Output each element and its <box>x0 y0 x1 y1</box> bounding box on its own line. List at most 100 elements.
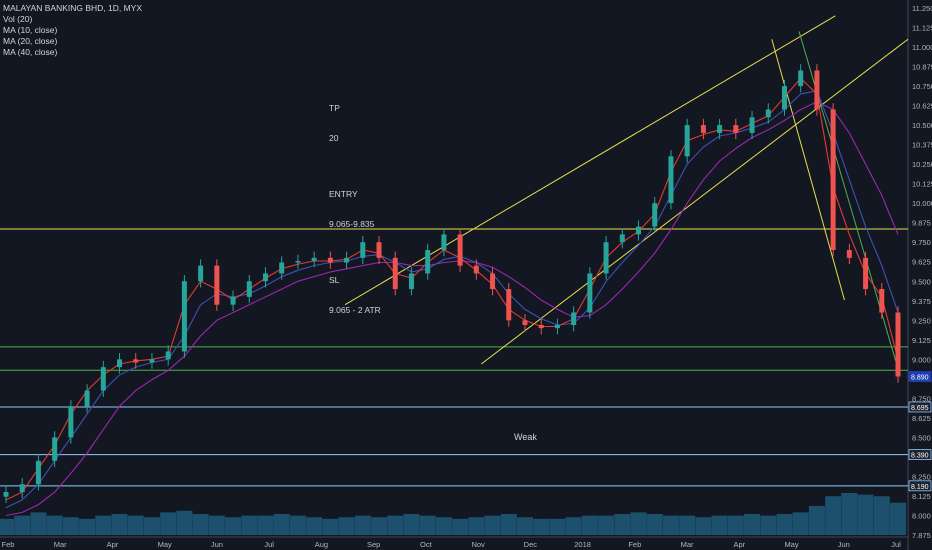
x-tick-label: Jul <box>891 540 901 549</box>
x-tick-label: May <box>158 540 172 549</box>
candle-body <box>814 70 820 110</box>
volume-bar <box>452 518 469 535</box>
candle-body <box>262 273 268 282</box>
price-marker-label: 8.390 <box>911 453 929 460</box>
candle-body <box>327 257 333 263</box>
candle-body <box>376 242 382 258</box>
sl-label: SL <box>329 275 340 285</box>
candle-body <box>3 492 9 497</box>
candle-body <box>473 265 479 274</box>
candle-body <box>895 312 901 377</box>
candle-body <box>668 156 674 204</box>
volume-bar <box>14 515 31 535</box>
candle-body <box>733 125 739 133</box>
trendline <box>771 39 845 301</box>
volume-bar <box>62 517 79 535</box>
volume-bar <box>225 517 242 535</box>
candle-body <box>295 260 301 263</box>
y-tick-label: 11.250 <box>912 4 932 13</box>
y-tick-label: 10.375 <box>912 141 932 150</box>
candle-body <box>522 320 528 325</box>
volume-bar <box>79 518 96 535</box>
candle-body <box>84 390 90 407</box>
candle-body <box>781 86 787 110</box>
price-marker <box>908 449 932 460</box>
entry-value: 9.065-9.835 <box>329 219 375 229</box>
volume-bar <box>727 515 744 535</box>
volume-bar <box>143 517 160 535</box>
candle-body <box>457 234 463 266</box>
candle-body <box>749 117 755 133</box>
volume-bar <box>176 510 193 535</box>
volume-bar <box>630 512 647 535</box>
volume-bar <box>484 515 501 535</box>
volume-bar <box>95 515 112 535</box>
candle-body <box>408 273 414 290</box>
y-tick-label: 11.125 <box>912 24 932 33</box>
volume-bar <box>435 517 452 535</box>
volume-bar <box>306 517 323 535</box>
candle-body <box>490 273 496 290</box>
volume-bar <box>760 515 777 535</box>
y-tick-label: 8.125 <box>912 492 931 501</box>
x-tick-label: Dec <box>524 540 538 549</box>
candle-body <box>846 250 852 258</box>
y-tick-label: 10.250 <box>912 160 932 169</box>
entry-label: ENTRY <box>329 189 358 199</box>
y-tick-label: 10.125 <box>912 180 932 189</box>
indicator-ma10: MA (10, close) <box>3 25 58 35</box>
y-tick-label: 10.750 <box>912 82 932 91</box>
volume-bar <box>500 514 517 535</box>
volume-bar <box>0 518 14 535</box>
volume-bar <box>792 512 809 535</box>
indicator-ma40: MA (40, close) <box>3 47 58 57</box>
x-tick-label: Feb <box>628 540 641 549</box>
candle-body <box>392 257 398 290</box>
y-tick-label: 9.000 <box>912 355 931 364</box>
candle-body <box>214 265 220 305</box>
candle-body <box>19 484 25 493</box>
volume-bar <box>387 515 404 535</box>
candle-body <box>603 242 609 274</box>
candle-body <box>538 324 544 329</box>
x-tick-label: Feb <box>2 540 15 549</box>
indicator-ma20: MA (20, close) <box>3 36 58 46</box>
ma40-line <box>5 101 899 517</box>
x-tick-label: Apr <box>733 540 745 549</box>
x-tick-label: Nov <box>471 540 485 549</box>
volume-bar <box>160 512 177 535</box>
x-tick-label: Apr <box>107 540 119 549</box>
candle-body <box>571 312 577 325</box>
price-marker-label: 8.190 <box>911 484 929 491</box>
volume-bar <box>354 515 371 535</box>
candle-body <box>684 125 690 157</box>
y-tick-label: 8.250 <box>912 472 931 481</box>
x-tick-label: Jun <box>211 540 223 549</box>
candle-body <box>149 359 155 363</box>
ma10-line <box>5 77 899 501</box>
x-tick-label: Sep <box>367 540 380 549</box>
volume-bar <box>808 505 825 535</box>
volume-bar <box>533 518 550 535</box>
candle-body <box>879 289 885 313</box>
y-tick-label: 9.750 <box>912 238 931 247</box>
volume-bar <box>208 515 225 535</box>
trendline <box>344 15 836 306</box>
volume-bar <box>711 515 728 535</box>
volume-bar <box>322 518 339 535</box>
candle-body <box>117 359 123 368</box>
price-marker <box>908 371 932 382</box>
volume-bar <box>825 496 842 535</box>
y-tick-label: 9.625 <box>912 258 931 267</box>
candle-body <box>863 257 869 290</box>
y-tick-label: 9.375 <box>912 297 931 306</box>
candle-body <box>230 296 236 305</box>
volume-bar <box>744 514 761 535</box>
y-tick-label: 11.000 <box>912 43 932 52</box>
y-tick-label: 10.000 <box>912 199 932 208</box>
volume-bar <box>841 493 858 535</box>
volume-bar <box>371 517 388 535</box>
y-tick-label: 9.875 <box>912 219 931 228</box>
price-marker-label: 8.890 <box>911 375 929 382</box>
